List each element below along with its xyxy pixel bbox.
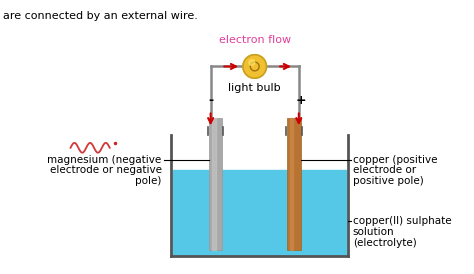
Bar — [173, 170, 346, 255]
Text: (electrolyte): (electrolyte) — [353, 238, 417, 248]
Text: pole): pole) — [135, 176, 162, 186]
Text: copper (positive: copper (positive — [353, 155, 437, 165]
Text: are connected by an external wire.: are connected by an external wire. — [3, 11, 198, 21]
Text: electrode or: electrode or — [353, 165, 416, 175]
Text: electrode or negative: electrode or negative — [50, 165, 162, 175]
Text: positive pole): positive pole) — [353, 176, 423, 186]
Circle shape — [249, 60, 255, 65]
Text: light bulb: light bulb — [228, 83, 281, 93]
Bar — [287, 118, 301, 250]
Text: +: + — [295, 94, 306, 107]
Bar — [211, 118, 216, 250]
Text: electron flow: electron flow — [219, 35, 291, 45]
Text: -: - — [208, 94, 213, 107]
Bar — [290, 118, 293, 250]
Text: solution: solution — [353, 227, 394, 237]
Text: copper(II) sulphate: copper(II) sulphate — [353, 216, 451, 226]
Circle shape — [243, 55, 266, 78]
Text: magnesium (negative: magnesium (negative — [47, 155, 162, 165]
Bar — [209, 118, 222, 250]
